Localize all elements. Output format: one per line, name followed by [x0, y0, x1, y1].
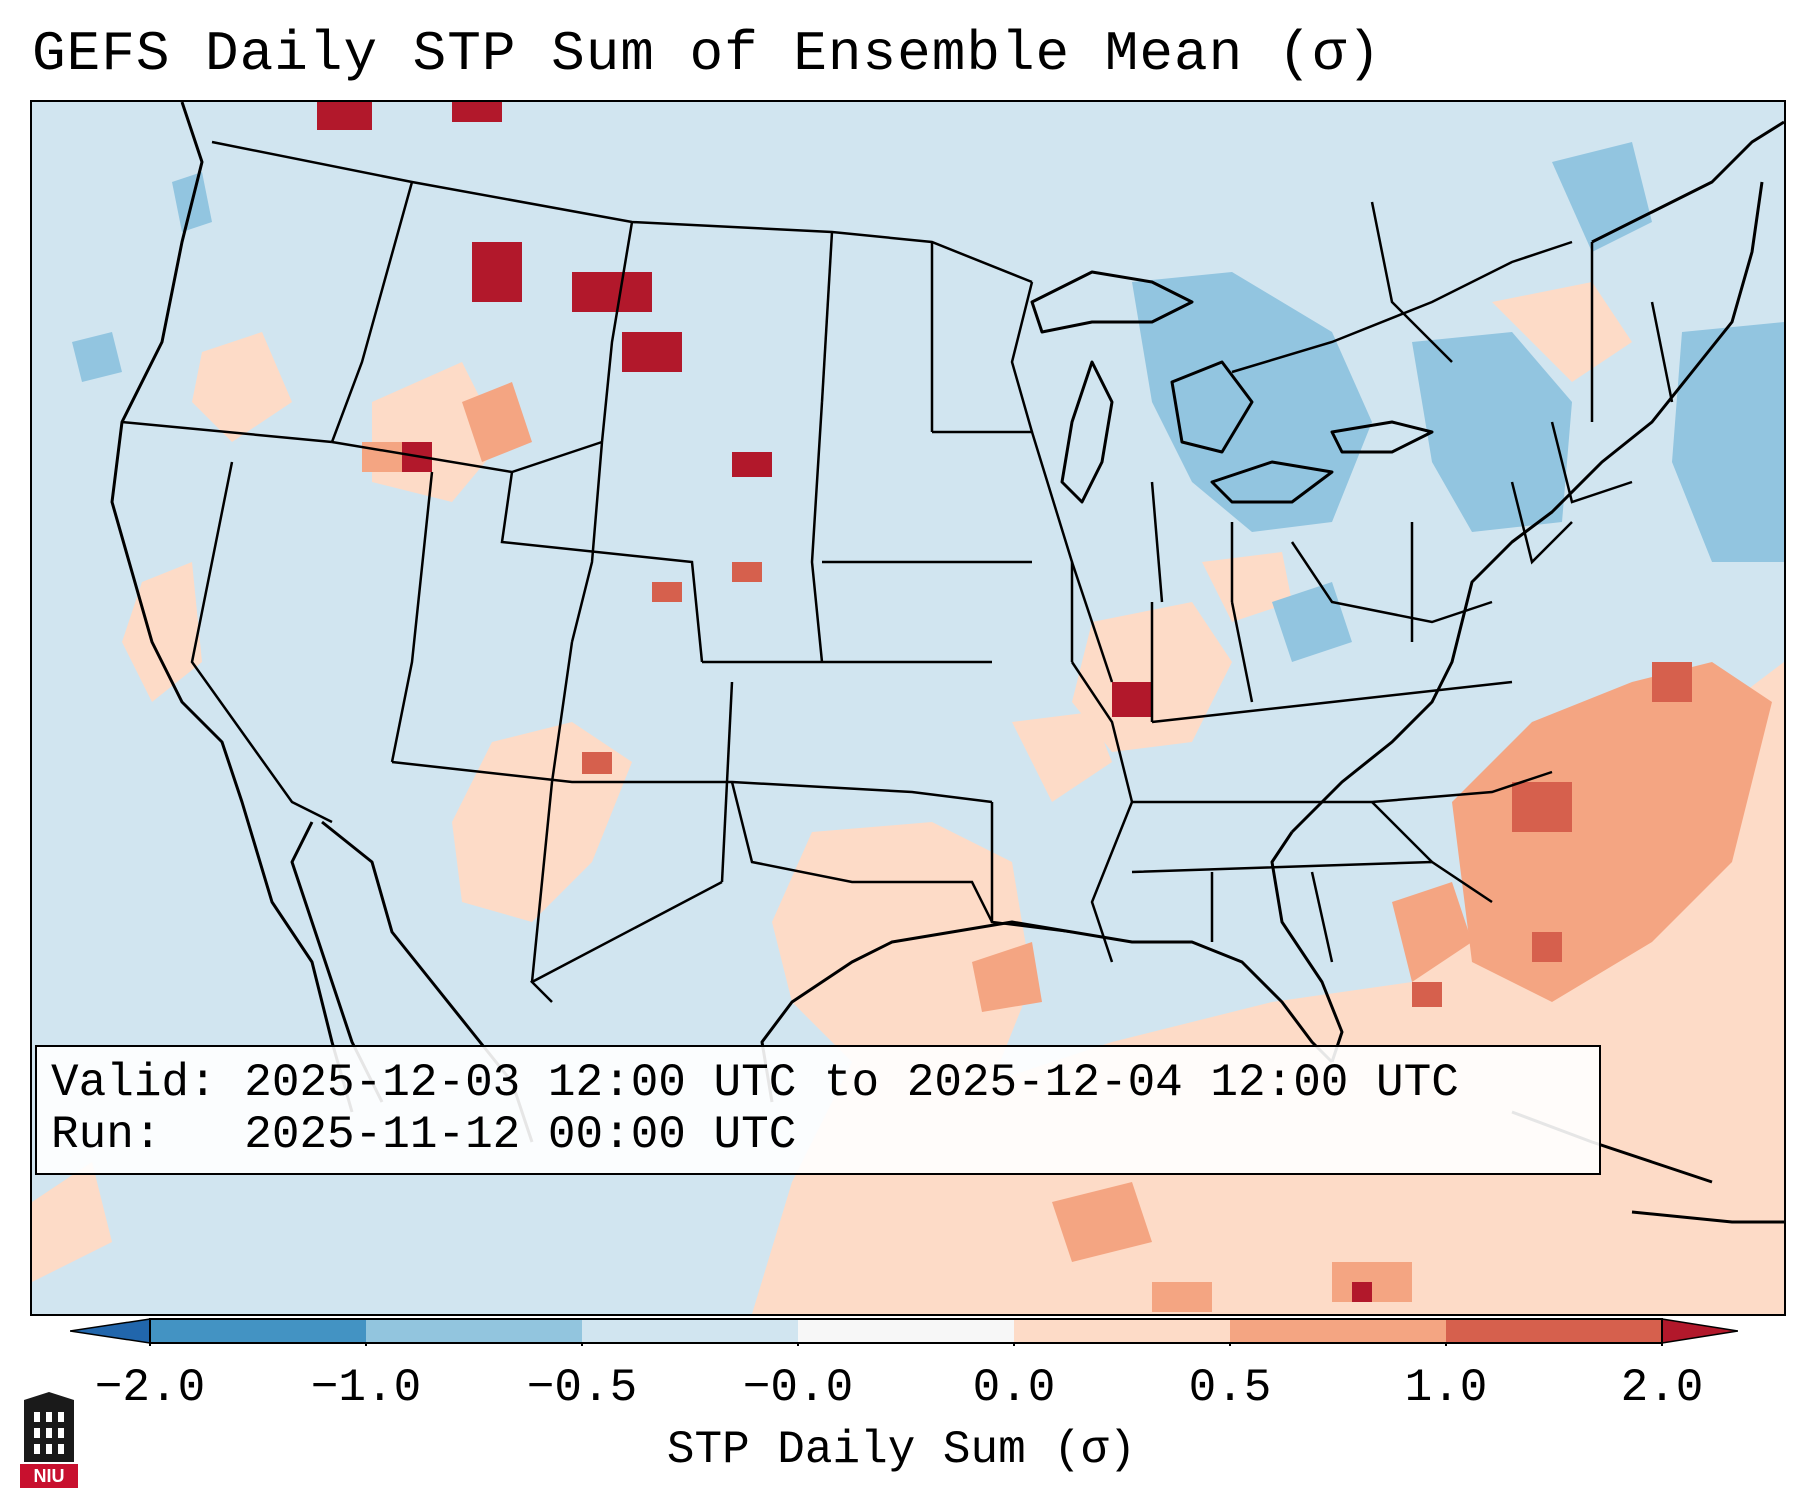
logo-text: NIU — [34, 1466, 65, 1486]
colorbar-max-extend — [1661, 1318, 1739, 1344]
colorbar — [69, 1316, 1739, 1352]
colorbar-tick: −0.5 — [526, 1362, 638, 1414]
colorbar-bin-n1-n05 — [366, 1319, 582, 1343]
page-title: GEFS Daily STP Sum of Ensemble Mean (σ) — [32, 22, 1382, 86]
colorbar-tick: −2.0 — [94, 1362, 206, 1414]
colorbar-tick: 0.5 — [1188, 1362, 1272, 1414]
colorbar-bin-05-1 — [1230, 1319, 1446, 1343]
colorbar-tick: 1.0 — [1404, 1362, 1488, 1414]
colorbar-label: STP Daily Sum (σ) — [666, 1424, 1137, 1476]
anomaly-positive-extreme — [317, 102, 1372, 1302]
anomaly-positive-strong — [582, 562, 1692, 1007]
anomaly-positive-medium — [362, 382, 1772, 1312]
info-box: Valid: 2025-12-03 12:00 UTC to 2025-12-0… — [35, 1045, 1601, 1175]
colorbar-tick: −0.0 — [742, 1362, 854, 1414]
colorbar-tick: 0.0 — [972, 1362, 1056, 1414]
niu-logo: NIU — [20, 1390, 78, 1488]
colorbar-bin-n2-n1 — [150, 1319, 366, 1343]
colorbar-tick: 2.0 — [1620, 1362, 1704, 1414]
colorbar-bin-n0-0 — [798, 1319, 1014, 1343]
run-time-text: Run: 2025-11-12 00:00 UTC — [51, 1109, 797, 1161]
colorbar-bin-1-2 — [1446, 1319, 1662, 1343]
valid-time-text: Valid: 2025-12-03 12:00 UTC to 2025-12-0… — [51, 1057, 1459, 1109]
state-borders — [121, 140, 1674, 1003]
colorbar-bin-n05-n0 — [582, 1319, 798, 1343]
colorbar-min-extend — [69, 1318, 151, 1344]
colorbar-tick: −1.0 — [310, 1362, 422, 1414]
colorbar-bin-0-05 — [1014, 1319, 1230, 1343]
